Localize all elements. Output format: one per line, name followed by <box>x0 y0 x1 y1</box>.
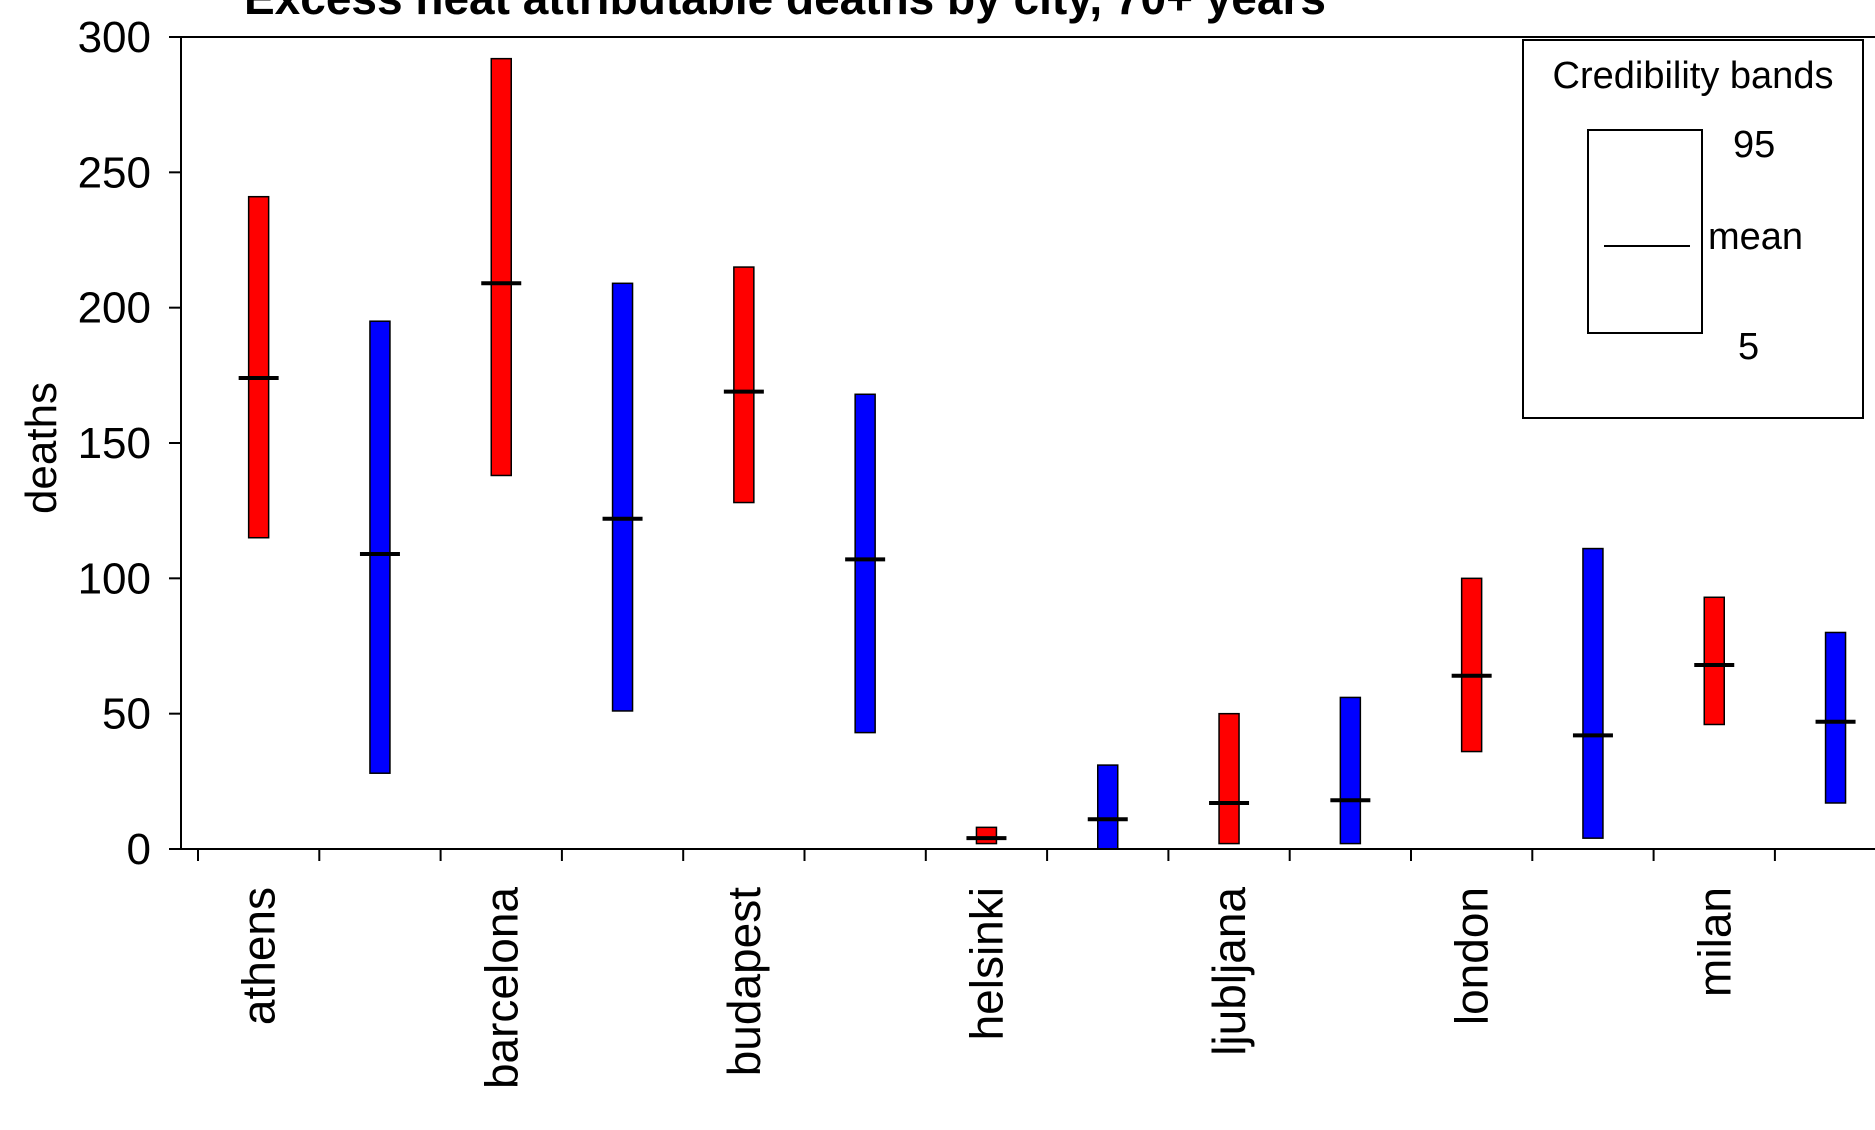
band-bar <box>733 266 755 504</box>
legend-band-symbol <box>1587 129 1703 334</box>
y-tick-label: 300 <box>78 13 151 62</box>
band-bar <box>1824 631 1847 804</box>
band-bar <box>1339 696 1362 845</box>
x-tick-label: athens <box>233 887 285 1025</box>
y-tick-label: 200 <box>78 284 151 333</box>
y-axis-label: deaths <box>17 382 66 514</box>
x-tick-label: ljubljana <box>1203 887 1255 1056</box>
y-axis-ticks: 0 50 100 150 200 250 300 <box>78 13 181 874</box>
legend-mean-label: mean <box>1708 216 1803 258</box>
band-bar <box>975 826 998 845</box>
band-bar <box>369 320 391 774</box>
x-axis-ticks: athens barcelona budapest helsinki ljubljana… <box>197 849 1776 1089</box>
legend-title: Credibility bands <box>1553 55 1834 97</box>
x-tick-label: london <box>1446 887 1498 1025</box>
y-tick-label: 150 <box>78 419 151 468</box>
legend-lower-label: 5 <box>1738 326 1759 368</box>
band-bar <box>1582 547 1604 839</box>
band-bar <box>1097 764 1119 850</box>
band-bar <box>854 393 876 734</box>
y-tick-label: 100 <box>78 554 151 603</box>
legend: Credibility bands 95 mean 5 <box>1522 39 1864 419</box>
band-bar <box>611 282 634 712</box>
legend-upper-label: 95 <box>1733 124 1775 166</box>
band-bar <box>1218 712 1240 845</box>
x-tick-label: barcelona <box>475 887 527 1089</box>
legend-box <box>1522 39 1864 419</box>
x-tick-label: helsinki <box>960 887 1012 1040</box>
y-tick-label: 50 <box>102 690 151 739</box>
credibility-bands <box>238 57 1856 850</box>
chart-title: Excess heat attributable deaths by city,… <box>244 0 1326 24</box>
y-tick-label: 250 <box>78 148 151 197</box>
x-tick-label: milan <box>1688 887 1740 997</box>
x-tick-label: budapest <box>718 887 770 1076</box>
band-bar <box>247 195 270 539</box>
y-tick-label: 0 <box>127 825 151 874</box>
band-bar <box>1703 596 1725 726</box>
band-bar <box>1460 577 1483 753</box>
band-bar <box>490 57 512 477</box>
